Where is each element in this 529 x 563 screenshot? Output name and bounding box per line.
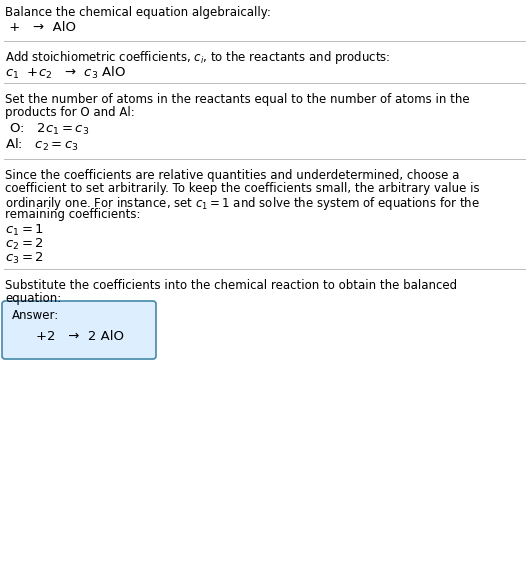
Text: O:   $2 c_1 = c_3$: O: $2 c_1 = c_3$ (5, 122, 89, 137)
Text: remaining coefficients:: remaining coefficients: (5, 208, 141, 221)
Text: products for O and Al:: products for O and Al: (5, 106, 135, 119)
Text: ordinarily one. For instance, set $c_1 = 1$ and solve the system of equations fo: ordinarily one. For instance, set $c_1 =… (5, 195, 480, 212)
Text: Balance the chemical equation algebraically:: Balance the chemical equation algebraica… (5, 6, 271, 19)
Text: $c_1 = 1$: $c_1 = 1$ (5, 223, 44, 238)
Text: Al:   $c_2 = c_3$: Al: $c_2 = c_3$ (5, 137, 79, 153)
Text: $c_2 = 2$: $c_2 = 2$ (5, 237, 44, 252)
Text: $c_1$  +$c_2$   →  $c_3$ AlO: $c_1$ +$c_2$ → $c_3$ AlO (5, 65, 126, 81)
Text: Add stoichiometric coefficients, $c_i$, to the reactants and products:: Add stoichiometric coefficients, $c_i$, … (5, 49, 390, 66)
Text: Since the coefficients are relative quantities and underdetermined, choose a: Since the coefficients are relative quan… (5, 169, 459, 182)
Text: +   →  AlO: + → AlO (5, 21, 76, 34)
Text: coefficient to set arbitrarily. To keep the coefficients small, the arbitrary va: coefficient to set arbitrarily. To keep … (5, 182, 480, 195)
Text: Substitute the coefficients into the chemical reaction to obtain the balanced: Substitute the coefficients into the che… (5, 279, 457, 292)
Text: Set the number of atoms in the reactants equal to the number of atoms in the: Set the number of atoms in the reactants… (5, 93, 470, 106)
Text: $c_3 = 2$: $c_3 = 2$ (5, 251, 44, 266)
Text: +2   →  2 AlO: +2 → 2 AlO (19, 330, 124, 343)
Text: Answer:: Answer: (12, 309, 59, 322)
FancyBboxPatch shape (2, 301, 156, 359)
Text: equation:: equation: (5, 292, 61, 305)
